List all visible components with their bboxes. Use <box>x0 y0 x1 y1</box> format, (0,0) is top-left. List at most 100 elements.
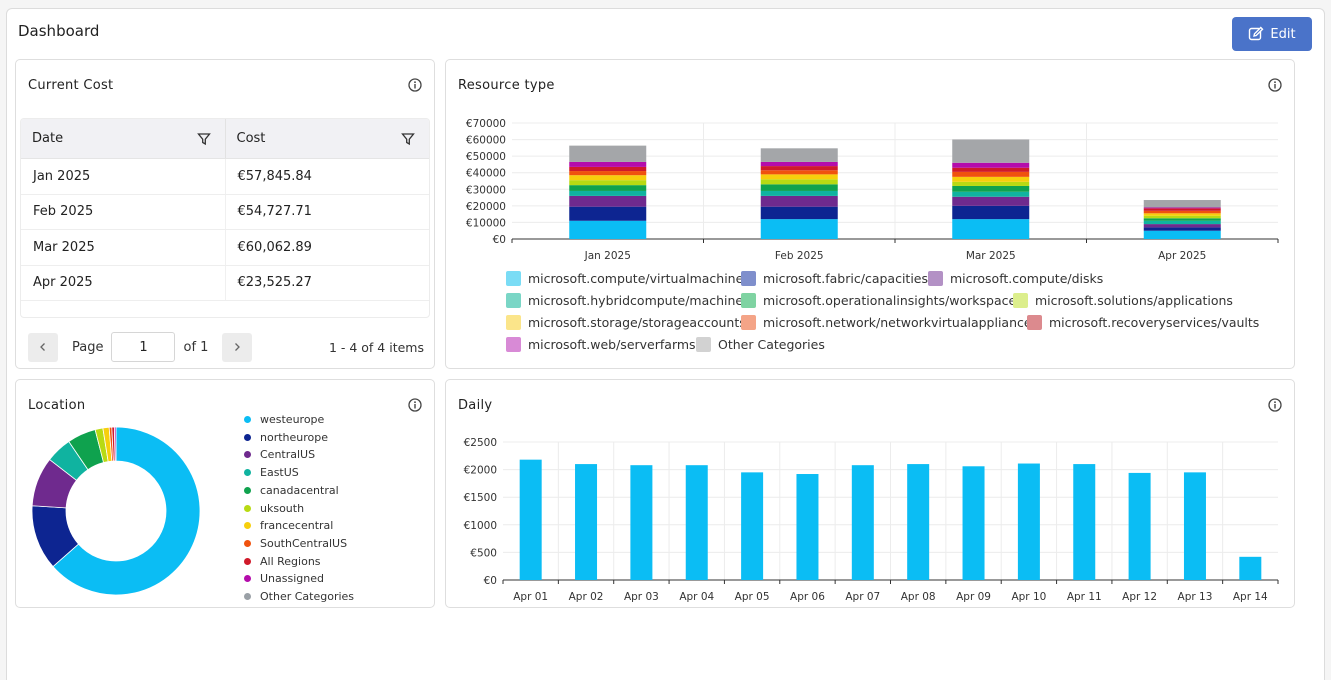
table-row[interactable]: Feb 2025 €54,727.71 <box>21 194 429 230</box>
column-label: Date <box>32 131 64 146</box>
bar-segment <box>952 196 1030 206</box>
bar-segment <box>569 190 647 196</box>
legend-item[interactable]: EastUS <box>244 466 299 479</box>
legend-item[interactable]: CentralUS <box>244 448 315 461</box>
bar <box>1183 472 1206 580</box>
filter-icon[interactable] <box>196 132 211 146</box>
x-tick-label: Apr 2025 <box>1158 250 1206 262</box>
legend-item[interactable]: Unassigned <box>244 572 324 585</box>
legend-label: microsoft.compute/virtualmachines <box>528 271 750 286</box>
page-number-input[interactable] <box>111 332 176 362</box>
legend-item[interactable]: microsoft.hybridcompute/machines <box>506 293 750 308</box>
column-header-date[interactable]: Date <box>21 119 226 158</box>
legend-item[interactable]: microsoft.storage/storageaccounts <box>506 315 746 330</box>
x-tick-label: Apr 02 <box>569 591 604 603</box>
x-tick-label: Apr 07 <box>845 591 880 603</box>
legend-item[interactable]: francecentral <box>244 519 333 532</box>
legend-item[interactable]: uksouth <box>244 502 304 515</box>
legend-label: microsoft.storage/storageaccounts <box>528 315 746 330</box>
legend-label: microsoft.network/networkvirtualapplianc… <box>763 315 1039 330</box>
card-title: Daily <box>458 398 493 413</box>
filter-icon[interactable] <box>401 132 415 146</box>
y-tick-label: €70000 <box>466 118 506 130</box>
y-tick-label: €0 <box>493 234 506 246</box>
bar-segment <box>952 191 1030 197</box>
bar-segment <box>952 171 1030 177</box>
bar <box>962 466 985 580</box>
legend-item[interactable]: All Regions <box>244 555 321 568</box>
bar-segment <box>1143 213 1221 216</box>
page-title: Dashboard <box>18 22 100 40</box>
legend-item[interactable]: microsoft.solutions/applications <box>1013 293 1233 308</box>
legend-item[interactable]: northeurope <box>244 431 328 444</box>
legend-swatch <box>506 293 521 308</box>
bar-segment <box>569 161 647 167</box>
x-tick-label: Apr 13 <box>1178 591 1213 603</box>
legend-item[interactable]: microsoft.compute/virtualmachines <box>506 271 750 286</box>
prev-page-button[interactable] <box>28 332 58 362</box>
legend-label: Other Categories <box>260 590 355 603</box>
legend-swatch <box>928 271 943 286</box>
legend-item[interactable]: Other Categories <box>696 337 825 352</box>
legend-item[interactable]: SouthCentralUS <box>244 537 347 550</box>
bar <box>519 459 542 580</box>
daily-card: Daily €0 €500 €1000 €1500 €2000 €2500 Apr 01 Ap… <box>445 379 1295 608</box>
bar <box>685 465 708 580</box>
info-icon[interactable] <box>1268 397 1282 412</box>
bar <box>630 465 653 580</box>
legend-item[interactable]: westeurope <box>244 413 324 426</box>
x-tick-label: Apr 12 <box>1122 591 1157 603</box>
bar <box>907 464 930 580</box>
x-tick-label: Feb 2025 <box>775 250 824 262</box>
card-title: Current Cost <box>28 78 114 93</box>
next-page-button[interactable] <box>222 332 253 362</box>
location-donut-chart <box>31 426 201 596</box>
column-header-cost[interactable]: Cost <box>226 119 430 158</box>
edit-button[interactable]: Edit <box>1232 17 1312 51</box>
table-row[interactable]: Mar 2025 €60,062.89 <box>21 230 429 266</box>
table-row[interactable]: Apr 2025 €23,525.27 <box>21 265 429 301</box>
legend-swatch <box>1027 315 1042 330</box>
table-row[interactable]: Jan 2025 €57,845.84 <box>21 159 429 195</box>
location-card: Location westeurope northeurope CentralU… <box>15 379 435 608</box>
legend-item[interactable]: microsoft.fabric/capacities <box>741 271 928 286</box>
bar-segment <box>1143 218 1221 221</box>
bar-segment <box>569 180 647 186</box>
legend-item[interactable]: canadacentral <box>244 484 339 497</box>
current-cost-card: Current Cost Date Cost Jan 2025 €57,845.… <box>15 59 435 369</box>
legend-item[interactable]: microsoft.network/networkvirtualapplianc… <box>741 315 1038 330</box>
bar-segment <box>569 171 647 176</box>
info-icon[interactable] <box>1268 77 1282 92</box>
legend-item[interactable]: microsoft.recoveryservices/vaults <box>1027 315 1259 330</box>
page-label: Page <box>72 339 104 355</box>
y-tick-label: €2000 <box>464 465 497 477</box>
legend-swatch <box>244 469 251 477</box>
legend-item[interactable]: Other Categories <box>244 590 354 603</box>
bar-segment <box>569 175 647 181</box>
y-tick-label: €1500 <box>464 492 497 504</box>
legend-label: westeurope <box>260 413 325 426</box>
legend-swatch <box>506 271 521 286</box>
info-icon[interactable] <box>408 397 422 412</box>
legend-swatch <box>244 557 251 565</box>
bar-segment <box>760 148 838 162</box>
bar-segment <box>952 162 1030 168</box>
cell-date: Feb 2025 <box>21 194 226 229</box>
legend-label: microsoft.recoveryservices/vaults <box>1049 315 1260 330</box>
bar-segment <box>760 161 838 167</box>
legend-label: francecentral <box>260 519 334 533</box>
bar-segment <box>760 184 838 191</box>
legend-swatch <box>244 433 251 441</box>
info-icon[interactable] <box>408 77 422 92</box>
legend-swatch <box>244 486 251 494</box>
x-tick-label: Apr 08 <box>901 591 936 603</box>
page-count-label: of 1 <box>183 339 209 355</box>
legend-item[interactable]: microsoft.operationalinsights/workspaces <box>741 293 1023 308</box>
legend-item[interactable]: microsoft.compute/disks <box>928 271 1103 286</box>
legend-swatch <box>696 337 711 352</box>
legend-item[interactable]: microsoft.web/serverfarms <box>506 337 696 352</box>
resource-type-card: Resource type €0 €10000 €20000 €30000 €40000… <box>445 59 1295 369</box>
bar-segment <box>952 139 1030 163</box>
cell-date: Apr 2025 <box>21 265 226 300</box>
location-legend: westeurope northeurope CentralUS EastUS … <box>244 413 424 603</box>
